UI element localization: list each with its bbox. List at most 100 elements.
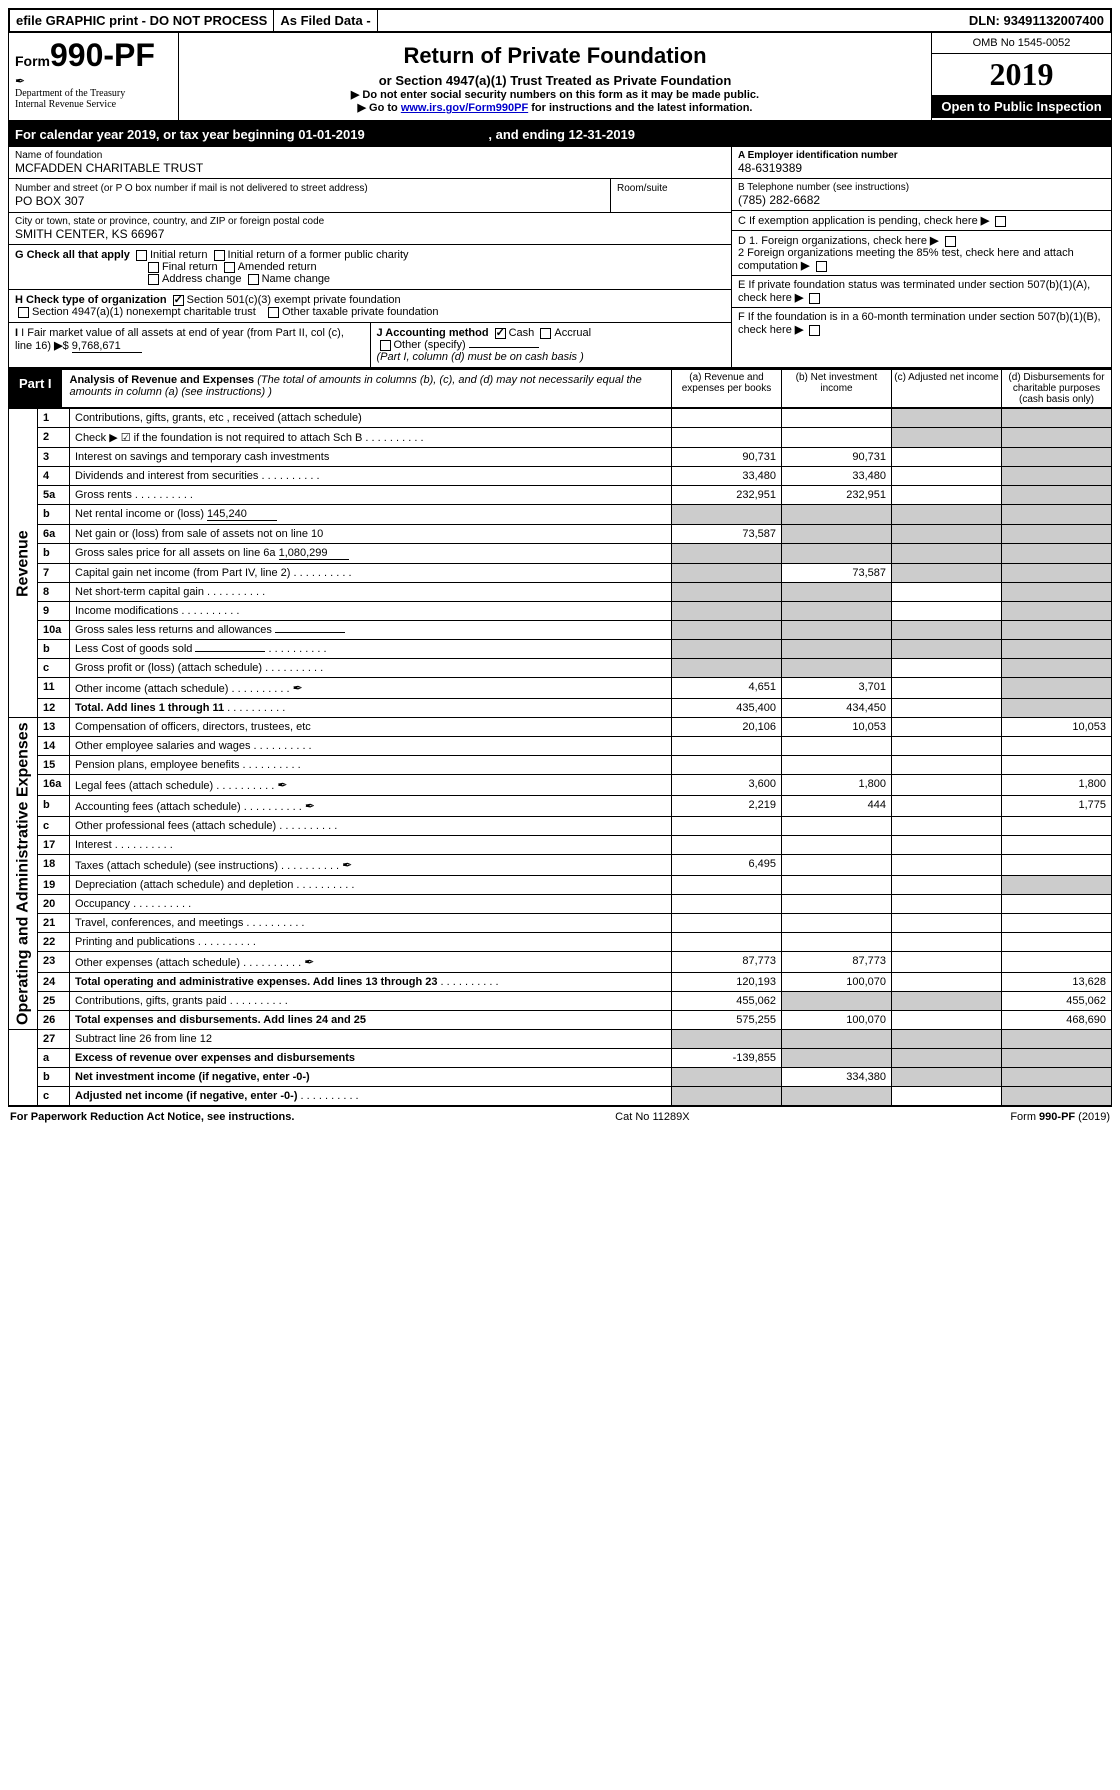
- form-number: 990-PF: [50, 37, 155, 73]
- table-row: 19Depreciation (attach schedule) and dep…: [9, 876, 1112, 895]
- irs-link[interactable]: www.irs.gov/Form990PF: [401, 102, 528, 114]
- line-number: 5a: [38, 486, 70, 505]
- col-a-header: (a) Revenue and expenses per books: [671, 370, 781, 407]
- cell-shaded: [892, 564, 1002, 583]
- table-row: 18Taxes (attach schedule) (see instructi…: [9, 855, 1112, 876]
- line-number: b: [38, 505, 70, 525]
- cell-value: [782, 428, 892, 448]
- checkbox-e[interactable]: [809, 293, 820, 304]
- name-label: Name of foundation: [15, 150, 725, 161]
- cell-shaded: [1002, 428, 1112, 448]
- line-desc: Total expenses and disbursements. Add li…: [70, 1011, 672, 1030]
- inline-value: 145,240: [207, 508, 277, 521]
- line-desc: Net investment income (if negative, ente…: [70, 1068, 672, 1087]
- table-row: 3Interest on savings and temporary cash …: [9, 448, 1112, 467]
- c-label: C If exemption application is pending, c…: [738, 215, 978, 227]
- cell-shaded: [1002, 448, 1112, 467]
- dept-irs: Internal Revenue Service: [15, 99, 172, 110]
- line-number: 21: [38, 914, 70, 933]
- cell-value: [672, 876, 782, 895]
- cell-value: [892, 448, 1002, 467]
- cell-shaded: [672, 602, 782, 621]
- attachment-icon[interactable]: ✒: [342, 858, 352, 872]
- checkbox-f[interactable]: [809, 325, 820, 336]
- table-row: bGross sales price for all assets on lin…: [9, 544, 1112, 564]
- part1-desc: Analysis of Revenue and Expenses (The to…: [62, 370, 671, 407]
- cell-shaded: [672, 1068, 782, 1087]
- cell-shaded: [1002, 1030, 1112, 1049]
- cell-value: [672, 756, 782, 775]
- table-row: bNet rental income or (loss) 145,240: [9, 505, 1112, 525]
- checkbox-final[interactable]: [148, 262, 159, 273]
- cell-value: 1,775: [1002, 796, 1112, 817]
- line-number: 18: [38, 855, 70, 876]
- cell-value: [892, 486, 1002, 505]
- line-number: 17: [38, 836, 70, 855]
- table-row: 9Income modifications: [9, 602, 1112, 621]
- attachment-icon[interactable]: ✒: [293, 681, 303, 695]
- checkbox-501c3[interactable]: [173, 295, 184, 306]
- cell-shaded: [782, 505, 892, 525]
- checkbox-other-method[interactable]: [380, 340, 391, 351]
- checkbox-initial-public[interactable]: [214, 250, 225, 261]
- cell-shaded: [782, 544, 892, 564]
- col-b-header: (b) Net investment income: [781, 370, 891, 407]
- checkbox-name-change[interactable]: [248, 274, 259, 285]
- form-header: Form990-PF ✒ Department of the Treasury …: [8, 33, 1112, 121]
- line-number: 24: [38, 973, 70, 992]
- bottom-side: [9, 1030, 38, 1106]
- line-desc: Travel, conferences, and meetings: [70, 914, 672, 933]
- line-number: 4: [38, 467, 70, 486]
- line-desc: Check ▶ ☑ if the foundation is not requi…: [70, 428, 672, 448]
- cell-shaded: [892, 621, 1002, 640]
- checkbox-4947[interactable]: [18, 307, 29, 318]
- line-desc: Dividends and interest from securities: [70, 467, 672, 486]
- checkbox-exemption[interactable]: [995, 216, 1006, 227]
- omb-number: OMB No 1545-0052: [932, 33, 1111, 54]
- room-label: Room/suite: [617, 183, 725, 194]
- table-row: cGross profit or (loss) (attach schedule…: [9, 659, 1112, 678]
- cell-value: 575,255: [672, 1011, 782, 1030]
- line-desc: Net short-term capital gain: [70, 583, 672, 602]
- line-desc: Net gain or (loss) from sale of assets n…: [70, 525, 672, 544]
- attachment-icon[interactable]: ✒: [304, 955, 314, 969]
- attachment-icon[interactable]: ✒: [277, 778, 287, 792]
- cell-value: 100,070: [782, 1011, 892, 1030]
- cell-shaded: [1002, 409, 1112, 428]
- cell-value: [892, 914, 1002, 933]
- city-state-zip: SMITH CENTER, KS 66967: [15, 227, 725, 241]
- checkbox-cash[interactable]: [495, 328, 506, 339]
- table-row: bAccounting fees (attach schedule) ✒ 2,2…: [9, 796, 1112, 817]
- title-block: Return of Private Foundation or Section …: [179, 33, 931, 120]
- efile-notice: efile GRAPHIC print - DO NOT PROCESS: [10, 10, 274, 31]
- checkbox-addr-change[interactable]: [148, 274, 159, 285]
- tax-year: 2019: [932, 54, 1111, 95]
- f-label: F If the foundation is in a 60-month ter…: [738, 311, 1101, 336]
- cell-value: [1002, 836, 1112, 855]
- checkbox-amended[interactable]: [224, 262, 235, 273]
- entity-info: Name of foundation MCFADDEN CHARITABLE T…: [8, 147, 1112, 368]
- revenue-side-label: Revenue: [9, 409, 38, 718]
- cell-shaded: [782, 992, 892, 1011]
- checkbox-other-taxable[interactable]: [268, 307, 279, 318]
- cell-shaded: [892, 505, 1002, 525]
- checkbox-accrual[interactable]: [540, 328, 551, 339]
- cell-value: [672, 737, 782, 756]
- checkbox-d1[interactable]: [945, 236, 956, 247]
- table-row: aExcess of revenue over expenses and dis…: [9, 1049, 1112, 1068]
- line-desc: Pension plans, employee benefits: [70, 756, 672, 775]
- table-row: 17Interest: [9, 836, 1112, 855]
- cell-value: 87,773: [782, 952, 892, 973]
- attachment-icon[interactable]: ✒: [305, 799, 315, 813]
- cell-value: 455,062: [672, 992, 782, 1011]
- cell-value: [1002, 756, 1112, 775]
- table-row: 8Net short-term capital gain: [9, 583, 1112, 602]
- checkbox-d2[interactable]: [816, 261, 827, 272]
- address: PO BOX 307: [15, 194, 604, 208]
- cell-shaded: [1002, 525, 1112, 544]
- checkbox-initial[interactable]: [136, 250, 147, 261]
- line-desc: Net rental income or (loss) 145,240: [70, 505, 672, 525]
- cell-value: 444: [782, 796, 892, 817]
- table-row: 21Travel, conferences, and meetings: [9, 914, 1112, 933]
- line-desc: Capital gain net income (from Part IV, l…: [70, 564, 672, 583]
